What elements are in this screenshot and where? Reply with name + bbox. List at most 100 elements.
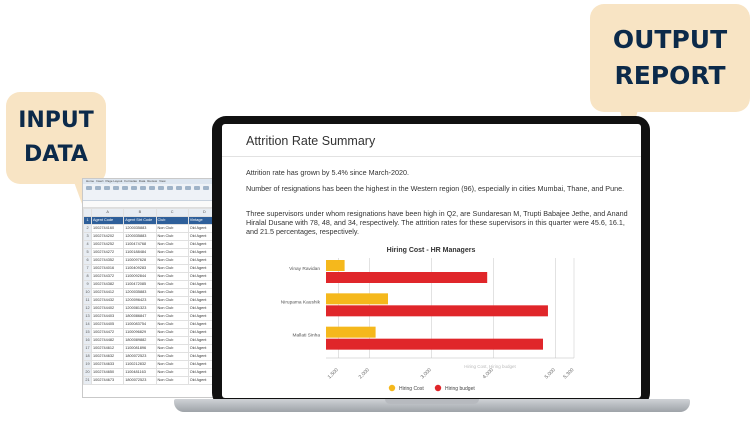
cell[interactable]: Non Club <box>155 360 189 369</box>
ribbon-tab[interactable]: Review <box>147 179 158 183</box>
cell[interactable]: Non Club <box>155 328 189 337</box>
cell[interactable]: 1002744633 <box>90 360 125 369</box>
ribbon-tab[interactable]: Page Layout <box>105 179 123 183</box>
row-number[interactable]: 13 <box>83 312 92 321</box>
cell[interactable]: 1002744272 <box>90 248 125 257</box>
ribbon-tab[interactable]: Data <box>138 179 146 183</box>
row-number[interactable]: 3 <box>83 232 92 241</box>
row-number[interactable]: 1 <box>83 216 92 225</box>
cell[interactable]: Agent Code <box>90 216 125 225</box>
cell[interactable]: Non Club <box>155 272 189 281</box>
cell[interactable]: 1200035883 <box>123 224 157 233</box>
cell[interactable]: 1200035883 <box>123 288 157 297</box>
cell[interactable]: Agent Strt Code <box>123 216 157 225</box>
row-number[interactable]: 18 <box>83 352 92 361</box>
cell[interactable]: 1002744673 <box>90 376 125 385</box>
row-number[interactable]: 4 <box>83 240 92 249</box>
ribbon-tab[interactable]: Insert <box>96 179 104 183</box>
row-number[interactable]: 17 <box>83 344 92 353</box>
cell[interactable]: Non Club <box>155 336 189 345</box>
cell[interactable]: 1800086847 <box>123 312 157 321</box>
cell[interactable]: Non Club <box>155 232 189 241</box>
cell[interactable]: Non Club <box>155 248 189 257</box>
cell[interactable]: Non Club <box>155 312 189 321</box>
cell[interactable]: 1002744202 <box>90 232 125 241</box>
cell[interactable]: 1200096423 <box>123 296 157 305</box>
row-number[interactable]: 8 <box>83 272 92 281</box>
cell[interactable]: Non Club <box>155 304 189 313</box>
row-number[interactable]: 19 <box>83 360 92 369</box>
cell[interactable]: B <box>123 208 157 217</box>
cell[interactable]: A <box>90 208 125 217</box>
cell[interactable]: Non Club <box>155 224 189 233</box>
row-number[interactable]: 9 <box>83 280 92 289</box>
cell[interactable]: Non Club <box>155 240 189 249</box>
ribbon-tab[interactable]: Home <box>86 179 95 183</box>
cell[interactable]: Non Club <box>155 264 189 273</box>
cell[interactable]: 1100097628 <box>123 256 157 265</box>
row-number[interactable]: 16 <box>83 336 92 345</box>
row-number[interactable]: 2 <box>83 224 92 233</box>
cell[interactable]: 1002744632 <box>90 352 125 361</box>
cell[interactable]: 1800072523 <box>123 376 157 385</box>
cell[interactable]: 1002744160 <box>90 224 125 233</box>
bar-hiring-cost <box>326 260 345 271</box>
cell[interactable]: Non Club <box>155 296 189 305</box>
row-number[interactable]: 11 <box>83 296 92 305</box>
cell[interactable]: 1002744432 <box>90 296 125 305</box>
cell[interactable]: 1002744403 <box>90 312 125 321</box>
ribbon-tab[interactable]: Formulas <box>124 179 137 183</box>
row-number[interactable]: 14 <box>83 320 92 329</box>
row-number[interactable]: 10 <box>83 288 92 297</box>
cell[interactable]: 1100188484 <box>123 248 157 257</box>
cell[interactable]: 1100212832 <box>123 360 157 369</box>
cell[interactable]: Non Club <box>155 288 189 297</box>
cell[interactable]: 1002744612 <box>90 344 125 353</box>
cell[interactable]: 1002744372 <box>90 272 125 281</box>
cell[interactable]: 1002744482 <box>90 336 125 345</box>
row-number[interactable]: 5 <box>83 248 92 257</box>
cell[interactable]: 1002744472 <box>90 328 125 337</box>
cell[interactable]: 1002744016 <box>90 264 125 273</box>
cell[interactable]: Non Club <box>155 320 189 329</box>
cell[interactable]: 1100472085 <box>123 280 157 289</box>
cell[interactable]: Non Club <box>155 352 189 361</box>
cell[interactable]: 1200081323 <box>123 304 157 313</box>
cell[interactable]: 1100474768 <box>123 240 157 249</box>
row-number[interactable] <box>83 208 92 217</box>
cell[interactable]: 1100081896 <box>123 344 157 353</box>
table-row: 10 1002744412 1200035883 Non Club Old Agent <box>83 288 221 297</box>
cell[interactable]: 1800072523 <box>123 352 157 361</box>
x-tick-label: 4,000 <box>482 367 495 380</box>
cell[interactable]: 1100409283 <box>123 264 157 273</box>
row-number[interactable]: 21 <box>83 376 92 385</box>
row-number[interactable]: 7 <box>83 264 92 273</box>
cell[interactable]: Non Club <box>155 344 189 353</box>
cell[interactable]: C <box>155 208 189 217</box>
cell[interactable]: Non Club <box>155 256 189 265</box>
cell[interactable]: 1002744650 <box>90 368 125 377</box>
cell[interactable]: 1002744352 <box>90 256 125 265</box>
cell[interactable]: 1200035883 <box>123 232 157 241</box>
cell[interactable]: 1002744402 <box>90 304 125 313</box>
cell[interactable]: 1800089882 <box>123 336 157 345</box>
row-number[interactable]: 20 <box>83 368 92 377</box>
cell[interactable]: 1100083754 <box>123 320 157 329</box>
cell[interactable]: Non Club <box>155 368 189 377</box>
cell[interactable]: 1100481163 <box>123 368 157 377</box>
row-number[interactable]: 15 <box>83 328 92 337</box>
row-number[interactable]: 12 <box>83 304 92 313</box>
row-number[interactable]: 6 <box>83 256 92 265</box>
x-tick-label: 1,500 <box>327 367 340 380</box>
cell[interactable]: Club <box>155 216 189 225</box>
cell[interactable]: 1100096829 <box>123 328 157 337</box>
ribbon-tabs: Home Insert Page Layout Formulas Data Review V… <box>83 179 221 184</box>
cell[interactable]: 1002744382 <box>90 280 125 289</box>
cell[interactable]: Non Club <box>155 280 189 289</box>
cell[interactable]: 1002744412 <box>90 288 125 297</box>
cell[interactable]: 1002744252 <box>90 240 125 249</box>
cell[interactable]: Non Club <box>155 376 189 385</box>
cell[interactable]: 1002744405 <box>90 320 125 329</box>
cell[interactable]: 1100092844 <box>123 272 157 281</box>
ribbon-tab[interactable]: View <box>159 179 166 183</box>
